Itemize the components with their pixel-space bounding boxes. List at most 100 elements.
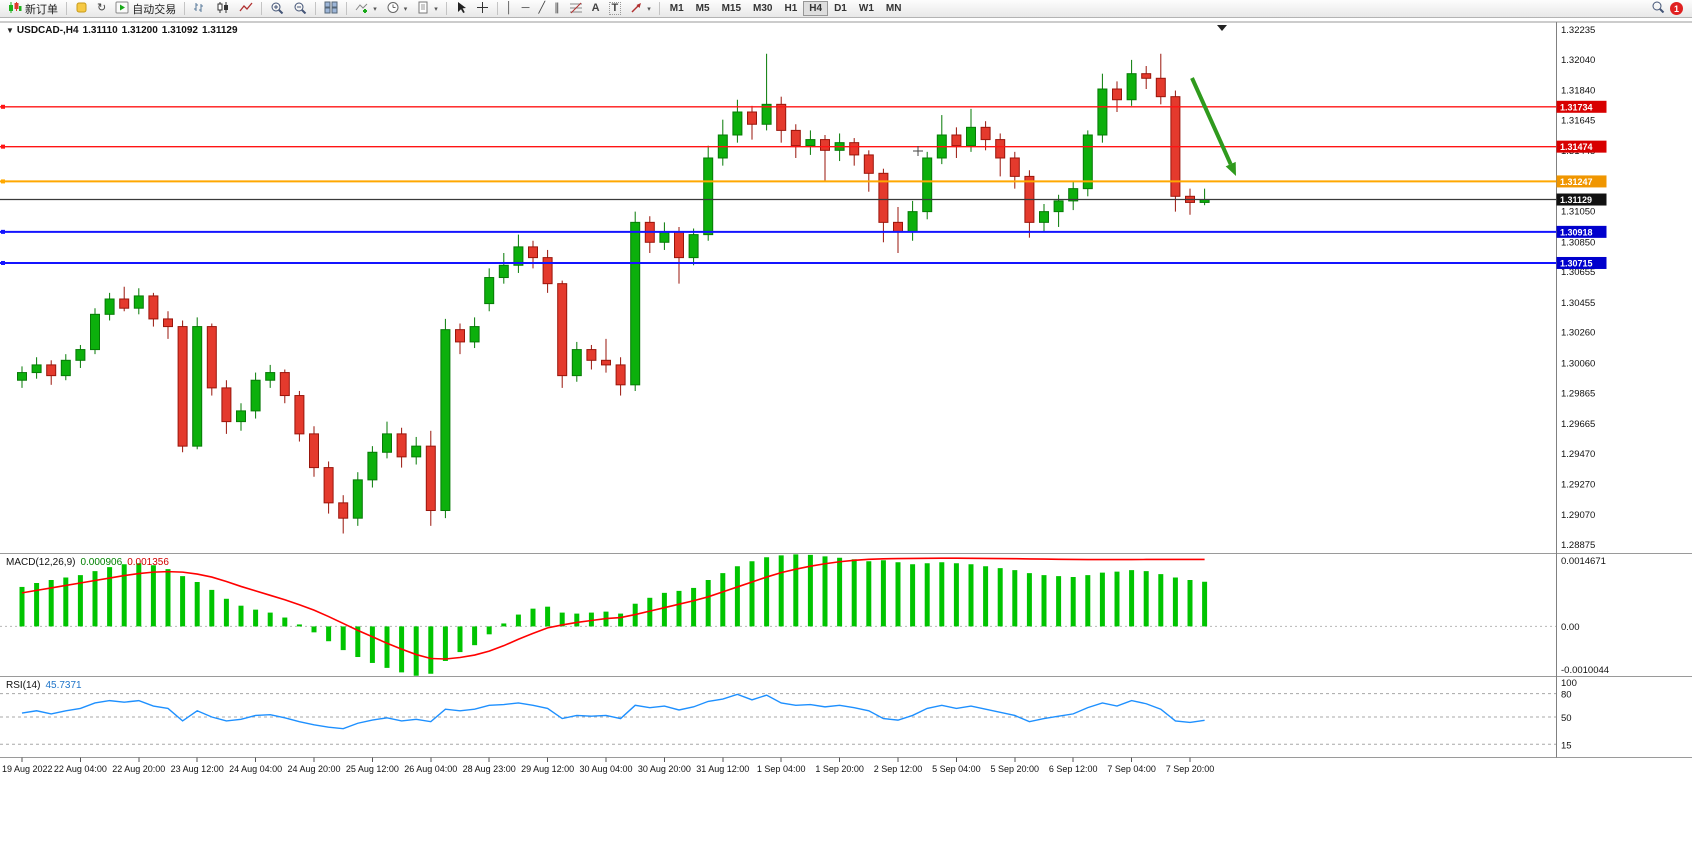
vertical-line-tool-button[interactable]: │ <box>502 1 517 17</box>
timeframe-button-h1[interactable]: H1 <box>784 3 798 14</box>
periods-dropdown-button[interactable]: ▾ <box>382 1 412 17</box>
horizontal-line-tool-button[interactable]: ─ <box>518 1 534 17</box>
metaeditor-icon <box>75 1 88 17</box>
chart-ohlc-header[interactable]: ▼ USDCAD-,H4 1.31110 1.31200 1.31092 1.31129 <box>6 25 242 36</box>
cursor-button[interactable] <box>451 1 471 17</box>
trend-arrow[interactable] <box>1190 77 1236 176</box>
candle <box>1097 88 1108 136</box>
line-anchor-marker[interactable] <box>1 179 5 184</box>
price-axis-label: 1.32235 <box>1561 25 1595 36</box>
line-anchor-marker[interactable] <box>1 229 5 234</box>
templates-button[interactable]: ▾ <box>412 1 442 17</box>
text-tool-button[interactable]: A <box>588 1 604 17</box>
timeframe-button-m1[interactable]: M1 <box>669 3 684 14</box>
time-axis-label: 29 Aug 12:00 <box>521 764 574 774</box>
time-axis-label: 1 Sep 20:00 <box>815 764 864 774</box>
chart-shift-marker[interactable] <box>1217 25 1227 31</box>
timeframe-button-h4[interactable]: H4 <box>803 1 829 16</box>
toolbar-separator <box>496 2 498 15</box>
timeframe-button-m15[interactable]: M15 <box>721 3 742 14</box>
candle <box>820 139 830 151</box>
price-axis-label: 1.30455 <box>1561 298 1595 309</box>
time-axis-label: 23 Aug 12:00 <box>171 764 224 774</box>
channel-tool-button[interactable]: ∥ <box>550 1 564 17</box>
bar-chart-button[interactable] <box>189 1 211 17</box>
candle <box>907 211 918 233</box>
line-anchor-marker[interactable] <box>1 260 5 265</box>
timeframe-button-mn[interactable]: MN <box>885 3 902 14</box>
timeframe-button-d1[interactable]: D1 <box>834 3 847 14</box>
candle <box>119 298 130 309</box>
candle <box>776 103 787 131</box>
time-axis-label: 24 Aug 20:00 <box>287 764 340 774</box>
time-axis[interactable]: 19 Aug 2022 22 Aug 04:00 22 Aug 20:00 23 Au… <box>2 757 1214 775</box>
line-chart-button[interactable] <box>235 1 257 17</box>
price-tag[interactable]: 1.30918 <box>1556 225 1607 238</box>
candle <box>104 298 115 315</box>
candle <box>1053 200 1064 213</box>
zoom-in-button[interactable] <box>266 1 288 17</box>
trendline-tool-button[interactable]: ╱ <box>534 1 549 17</box>
time-axis-label: 5 Sep 04:00 <box>932 764 981 774</box>
autotrade-button[interactable]: 自动交易 <box>111 1 180 17</box>
refresh-button[interactable]: ↻ <box>93 1 110 17</box>
price-axis-label: 1.28875 <box>1561 540 1595 551</box>
notification-badge[interactable]: 1 <box>1670 2 1683 15</box>
timeframe-button-m5[interactable]: M5 <box>695 3 710 14</box>
tile-windows-button[interactable] <box>320 1 342 17</box>
line-anchor-marker[interactable] <box>1 104 5 109</box>
timeframe-button-w1[interactable]: W1 <box>858 3 874 14</box>
price-tag[interactable]: 1.31129 <box>1556 193 1607 206</box>
chart-canvas[interactable]: 1.322351.320401.318401.316451.314451.312… <box>0 18 1692 844</box>
candle <box>659 231 670 243</box>
time-axis-label: 24 Aug 04:00 <box>229 764 282 774</box>
candle <box>790 129 801 147</box>
ohlc-open: 1.31110 <box>82 25 118 36</box>
label-tool-button[interactable]: T <box>605 1 626 17</box>
zoom-in-icon <box>270 1 284 17</box>
price-tag[interactable]: 1.31474 <box>1556 140 1607 153</box>
crosshair-button[interactable] <box>472 1 493 17</box>
timeframe-button-m30[interactable]: M30 <box>753 3 773 14</box>
price-tag[interactable]: 1.31247 <box>1556 175 1607 188</box>
candle <box>498 264 509 279</box>
time-axis-label: 25 Aug 12:00 <box>346 764 399 774</box>
price-axis-label: 1.31050 <box>1561 207 1595 218</box>
indicators-button[interactable]: ▾ <box>351 1 381 17</box>
rsi-scale-label: 50 <box>1561 713 1572 724</box>
candle <box>440 329 451 512</box>
line-chart-icon <box>239 1 253 17</box>
candlestick-chart-button[interactable] <box>212 1 234 17</box>
metaeditor-button[interactable] <box>71 1 92 17</box>
arrows-tool-button[interactable]: ▾ <box>626 1 655 17</box>
search-icon[interactable] <box>1651 0 1665 18</box>
candle <box>557 283 568 377</box>
candle <box>922 157 933 213</box>
line-anchor-marker[interactable] <box>1 144 5 149</box>
toolbar-separator <box>261 2 263 15</box>
toolbar-separator <box>658 2 660 15</box>
zoom-out-button[interactable] <box>289 1 311 17</box>
svg-text:1.31129: 1.31129 <box>1560 195 1592 205</box>
time-axis-label: 30 Aug 20:00 <box>638 764 691 774</box>
time-axis-label: 6 Sep 12:00 <box>1049 764 1098 774</box>
time-axis-label: 28 Aug 23:00 <box>463 764 516 774</box>
fibonacci-tool-button[interactable] <box>565 1 587 17</box>
zoom-out-icon <box>293 1 307 17</box>
candle <box>484 277 495 305</box>
price-tag[interactable]: 1.31734 <box>1556 100 1607 113</box>
candle <box>206 326 217 389</box>
candle <box>75 349 86 361</box>
new-order-button[interactable]: 新订单 <box>4 1 62 17</box>
candle <box>747 111 757 125</box>
candle <box>177 326 188 447</box>
collapse-triangle-icon[interactable]: ▼ <box>6 26 14 35</box>
candle <box>163 318 173 328</box>
rsi-name: RSI(14) <box>6 680 41 691</box>
trendline-icon: ╱ <box>538 2 546 14</box>
price-axis-label: 1.29270 <box>1561 479 1595 490</box>
price-axis-label: 1.29470 <box>1561 449 1595 460</box>
macd-name: MACD(12,26,9) <box>6 557 76 568</box>
price-axis-label: 1.31645 <box>1561 115 1595 126</box>
price-tag[interactable]: 1.30715 <box>1556 256 1607 269</box>
